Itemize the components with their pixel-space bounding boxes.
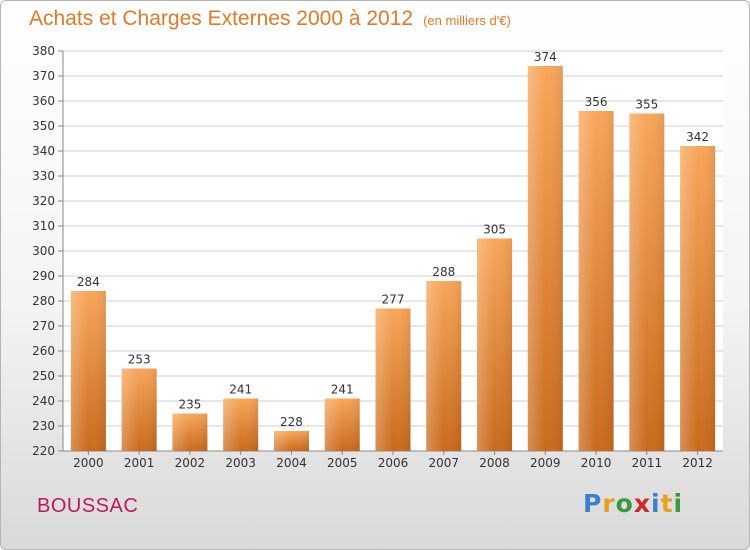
- y-tick-label: 380: [32, 44, 55, 58]
- logo-letter: t: [660, 489, 674, 518]
- x-tick-label: 2003: [225, 456, 256, 470]
- bar-shade: [70, 291, 106, 451]
- y-tick-label: 290: [32, 269, 55, 283]
- x-tick-label: 2002: [175, 456, 206, 470]
- data-label: 284: [77, 275, 100, 289]
- x-tick-label: 2008: [479, 456, 510, 470]
- data-label: 342: [686, 130, 709, 144]
- data-label: 356: [585, 95, 608, 109]
- y-tick-label: 300: [32, 244, 55, 258]
- bar-shade: [629, 113, 665, 451]
- logo-letter: P: [583, 489, 603, 518]
- bar-shade: [172, 413, 208, 451]
- x-tick-label: 2007: [428, 456, 459, 470]
- logo-letter: i: [673, 489, 684, 518]
- chart-subtitle: (en milliers d'€): [423, 13, 511, 28]
- y-tick-label: 350: [32, 119, 55, 133]
- town-name: BOUSSAC: [37, 495, 139, 517]
- y-tick-label: 240: [32, 394, 55, 408]
- bar-shade: [680, 146, 716, 451]
- y-tick-label: 320: [32, 194, 55, 208]
- y-tick-label: 230: [32, 419, 55, 433]
- y-tick-label: 370: [32, 69, 55, 83]
- data-label: 374: [534, 50, 557, 64]
- y-tick-label: 260: [32, 344, 55, 358]
- data-label: 305: [483, 223, 506, 237]
- logo-letter: i: [651, 489, 661, 518]
- logo-letter: r: [602, 489, 616, 518]
- bar-shade: [273, 431, 309, 451]
- y-tick-label: 250: [32, 369, 55, 383]
- logo-letter: o: [615, 489, 634, 518]
- y-tick-label: 280: [32, 294, 55, 308]
- chart-title: Achats et Charges Externes 2000 à 2012: [29, 7, 414, 30]
- y-tick-label: 340: [32, 144, 55, 158]
- data-label: 253: [128, 353, 151, 367]
- y-tick-label: 330: [32, 169, 55, 183]
- bar-shade: [223, 398, 259, 451]
- x-tick-label: 2001: [124, 456, 155, 470]
- y-tick-label: 360: [32, 94, 55, 108]
- data-label: 277: [382, 293, 405, 307]
- bar-shade: [324, 398, 360, 451]
- data-label: 241: [331, 383, 354, 397]
- x-tick-label: 2000: [73, 456, 104, 470]
- x-tick-label: 2012: [682, 456, 713, 470]
- x-tick-label: 2010: [581, 456, 612, 470]
- bar-shade: [578, 111, 614, 451]
- data-label: 288: [432, 265, 455, 279]
- data-label: 355: [635, 98, 658, 112]
- bar-shade: [121, 368, 157, 451]
- data-label: 235: [178, 398, 201, 412]
- bar-shade: [426, 281, 462, 451]
- x-tick-label: 2011: [632, 456, 663, 470]
- y-tick-label: 270: [32, 319, 55, 333]
- bar-shade: [527, 66, 563, 451]
- y-tick-label: 220: [32, 444, 55, 458]
- y-tick-label: 310: [32, 219, 55, 233]
- logo-letter: x: [633, 489, 651, 518]
- x-tick-label: 2009: [530, 456, 561, 470]
- bar-shade: [477, 238, 513, 451]
- x-tick-label: 2004: [276, 456, 307, 470]
- x-tick-label: 2005: [327, 456, 358, 470]
- data-label: 241: [229, 383, 252, 397]
- chart-title-block: Achats et Charges Externes 2000 à 2012 (e…: [29, 7, 511, 31]
- data-label: 228: [280, 415, 303, 429]
- bar-shade: [375, 308, 411, 451]
- x-tick-label: 2006: [378, 456, 409, 470]
- proxiti-logo: Proxiti: [583, 489, 683, 518]
